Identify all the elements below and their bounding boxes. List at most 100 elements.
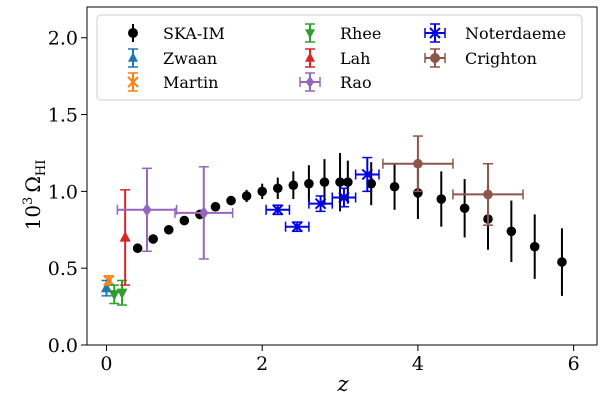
legend-entry: Crighton <box>424 48 537 68</box>
series-ska-im <box>132 152 567 296</box>
legend: SKA-IM Rhee Noterdaeme Zwaan Lah Crighton Mart… <box>96 14 583 101</box>
legend-entry: Lah <box>305 48 370 68</box>
series-noterdaeme <box>265 156 380 233</box>
legend-marker <box>128 52 138 62</box>
point-marker <box>148 234 158 244</box>
data-point <box>272 177 283 200</box>
point-marker <box>257 186 267 197</box>
data-point <box>459 179 470 238</box>
data-point <box>210 201 221 212</box>
data-point <box>148 234 158 244</box>
legend-label: Noterdaeme <box>465 24 566 43</box>
legend-marker <box>127 76 139 88</box>
point-marker <box>163 224 174 235</box>
legend-label: Rao <box>340 73 372 92</box>
point-marker <box>132 243 143 254</box>
point-marker <box>319 177 330 187</box>
legend-label: Crighton <box>465 49 537 68</box>
plot-frame <box>86 6 598 346</box>
point-marker <box>389 181 400 192</box>
plot-area <box>100 135 567 306</box>
y-tick-label: 0.0 <box>48 335 78 357</box>
point-marker <box>272 204 284 216</box>
data-point <box>132 243 143 254</box>
legend-label: Lah <box>340 49 370 68</box>
legend-entry: Noterdaeme <box>424 23 566 43</box>
series-martin <box>103 274 115 287</box>
data-point <box>119 189 131 286</box>
legend-marker <box>305 29 315 39</box>
point-marker <box>100 281 112 293</box>
point-marker <box>413 188 423 198</box>
point-marker <box>361 168 374 181</box>
data-point <box>241 189 252 203</box>
data-point <box>284 220 310 233</box>
data-point <box>308 195 334 213</box>
legend-box <box>96 14 583 101</box>
data-point <box>319 159 330 206</box>
point-marker <box>459 203 470 214</box>
y-axis-label-base: 10 <box>21 205 45 230</box>
data-point <box>304 165 314 203</box>
legend-entry: Rao <box>299 72 372 92</box>
x-tick-label: 0 <box>100 353 112 375</box>
data-point <box>163 224 174 235</box>
point-marker <box>116 288 128 300</box>
data-point <box>257 183 267 200</box>
data-point <box>354 156 380 193</box>
y-tick-label: 0.5 <box>48 258 78 280</box>
x-tick-label: 6 <box>568 353 580 375</box>
legend-entry: Zwaan <box>128 48 217 68</box>
point-marker <box>226 195 236 206</box>
data-point <box>174 166 234 260</box>
axis-titles: z 103 ΩHI <box>21 160 349 396</box>
point-marker <box>366 178 376 189</box>
point-marker <box>557 257 567 267</box>
legend-marker <box>430 53 440 63</box>
legend-entry: Rhee <box>305 23 381 43</box>
point-marker <box>506 226 517 237</box>
point-marker <box>314 197 327 210</box>
data-point <box>452 162 524 226</box>
legend-label: Rhee <box>340 24 381 43</box>
y-axis-label-exponent: 3 <box>21 197 36 205</box>
data-point <box>382 135 454 193</box>
point-marker <box>241 191 252 201</box>
legend-label: Martin <box>163 73 218 92</box>
point-marker <box>413 158 423 169</box>
point-marker <box>108 290 120 301</box>
legend-label: SKA-IM <box>163 24 225 43</box>
y-axis-label-subscript: HI <box>34 160 49 176</box>
data-point <box>108 284 120 305</box>
x-tick-label: 2 <box>256 353 268 375</box>
point-marker <box>210 201 221 212</box>
data-point <box>103 274 115 287</box>
series-lah <box>119 189 131 286</box>
data-point <box>389 163 400 210</box>
legend-entry: SKA-IM <box>128 24 225 43</box>
point-marker <box>199 206 209 220</box>
axes: 0 2 4 6 0.0 0.5 1.0 1.5 2.0 <box>48 6 598 375</box>
data-point <box>179 215 190 226</box>
legend-entry: Martin <box>127 72 218 92</box>
y-tick-label: 1.5 <box>48 105 78 127</box>
data-point <box>343 160 353 204</box>
data-point <box>436 171 447 227</box>
y-tick-label: 1.0 <box>48 181 78 203</box>
legend-marker <box>305 52 315 62</box>
data-point <box>116 167 178 253</box>
point-marker <box>436 194 447 204</box>
series-crighton <box>382 135 524 226</box>
data-point <box>506 200 517 263</box>
series-rao <box>116 166 234 260</box>
point-marker <box>179 215 190 226</box>
point-marker <box>142 203 152 217</box>
data-point <box>557 228 567 296</box>
x-tick-label: 4 <box>412 353 424 375</box>
point-marker <box>291 220 303 233</box>
data-point <box>265 204 291 216</box>
point-marker <box>272 183 283 194</box>
point-marker <box>529 241 540 252</box>
point-marker <box>338 191 350 204</box>
